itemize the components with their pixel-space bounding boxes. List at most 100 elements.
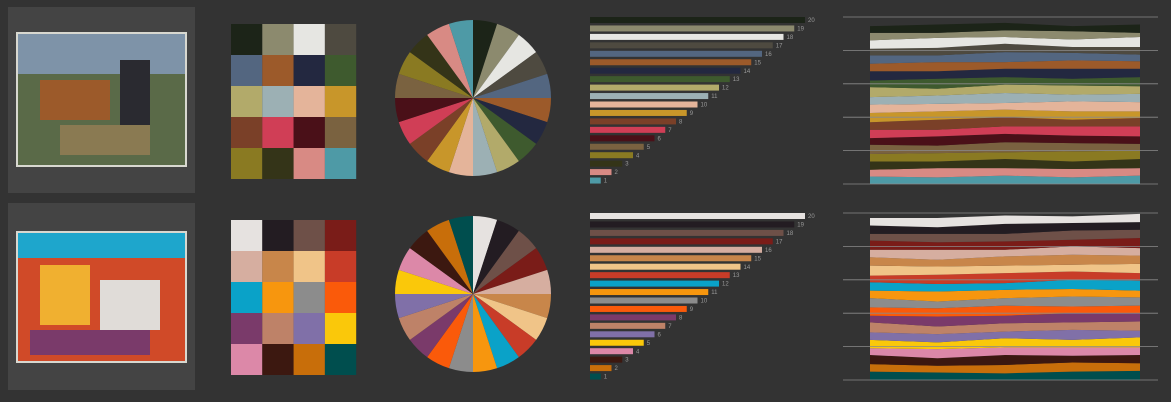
stream-layer xyxy=(870,77,1140,89)
bar xyxy=(590,101,698,108)
stream-layer xyxy=(870,126,1140,139)
swatch xyxy=(293,251,325,282)
pie-slice xyxy=(398,248,473,294)
bar xyxy=(590,59,752,66)
bar-label: 9 xyxy=(690,307,694,313)
bar xyxy=(590,213,805,219)
stream-layer xyxy=(870,229,1140,243)
bar xyxy=(590,229,784,236)
pie-slice xyxy=(473,248,548,294)
bar-label: 4 xyxy=(636,153,640,159)
bar xyxy=(590,373,601,380)
stream-layer xyxy=(870,150,1140,162)
bar-label: 4 xyxy=(636,349,640,355)
stream-layer xyxy=(870,347,1140,359)
swatch xyxy=(293,24,325,55)
artwork-2 xyxy=(8,203,195,390)
bar xyxy=(590,177,601,184)
pie-slice xyxy=(427,219,473,294)
stream-layer xyxy=(870,109,1140,123)
bar xyxy=(590,365,612,372)
pie-slice xyxy=(473,34,537,98)
stream-layer xyxy=(870,362,1140,374)
swatch xyxy=(324,148,357,179)
bar xyxy=(590,305,687,312)
stream-layer xyxy=(870,329,1140,343)
swatch xyxy=(231,117,263,148)
bar xyxy=(590,322,666,329)
bar xyxy=(590,331,655,338)
stream-layer xyxy=(870,321,1140,335)
pie-slice xyxy=(473,98,519,173)
pie-slice xyxy=(409,294,473,358)
bar xyxy=(590,135,655,142)
bar xyxy=(590,50,762,57)
bar xyxy=(590,126,666,133)
stream-layer xyxy=(870,52,1140,64)
bar xyxy=(590,160,623,167)
pie-slice xyxy=(473,52,548,98)
artwork-ground xyxy=(60,125,150,155)
pie-slice xyxy=(395,98,473,123)
pie-slice xyxy=(473,294,548,340)
swatch xyxy=(293,282,325,313)
stream-layer xyxy=(870,279,1140,292)
pie-slice xyxy=(398,98,473,144)
bar xyxy=(590,17,805,23)
swatch xyxy=(262,344,294,375)
swatch xyxy=(262,24,294,55)
bar-label: 6 xyxy=(658,332,662,338)
bar-label: 3 xyxy=(625,162,629,168)
swatch xyxy=(262,86,294,117)
stream-layer xyxy=(870,175,1140,184)
stream-layer xyxy=(870,133,1140,146)
bar-label: 13 xyxy=(733,77,740,83)
swatch xyxy=(293,86,325,117)
swatch xyxy=(324,251,357,282)
bar-label: 20 xyxy=(808,214,815,220)
swatch xyxy=(324,86,357,117)
stream-layer xyxy=(870,213,1140,228)
bar xyxy=(590,348,633,355)
bar xyxy=(590,67,741,74)
artwork-sky xyxy=(18,34,185,74)
bar-label: 6 xyxy=(658,136,662,142)
pie-slice xyxy=(398,294,473,340)
bar-label: 20 xyxy=(808,18,815,24)
bar-label: 16 xyxy=(765,52,772,58)
bar xyxy=(590,221,795,228)
bar xyxy=(590,289,709,296)
pie-slice xyxy=(473,98,498,176)
pie-slice xyxy=(448,20,473,98)
pie-slice xyxy=(409,230,473,294)
pie-slice xyxy=(395,269,473,294)
bar-label: 1 xyxy=(604,375,608,381)
stream-layer xyxy=(870,168,1140,178)
bar-label: 15 xyxy=(754,256,761,262)
artwork-shape xyxy=(30,330,150,355)
pie-slice xyxy=(448,98,473,176)
bar xyxy=(590,84,719,91)
swatch xyxy=(324,117,357,148)
stream-layer xyxy=(870,254,1140,267)
stream-layer xyxy=(870,370,1140,380)
swatch xyxy=(262,251,294,282)
swatch xyxy=(324,220,357,251)
bar-label: 11 xyxy=(711,94,718,100)
bar-label: 9 xyxy=(690,111,694,117)
pie-slice xyxy=(473,98,548,144)
bar xyxy=(590,33,784,40)
pie-slice xyxy=(473,294,519,369)
swatch xyxy=(293,117,325,148)
bar-label: 19 xyxy=(797,27,804,33)
bar-label: 3 xyxy=(625,358,629,364)
bar-label: 2 xyxy=(615,170,619,176)
swatch xyxy=(262,220,294,251)
bar-label: 16 xyxy=(765,248,772,254)
bar-label: 7 xyxy=(668,128,672,134)
bar xyxy=(590,109,687,116)
bar xyxy=(590,297,698,304)
stream-layer xyxy=(870,142,1140,154)
bar xyxy=(590,263,741,270)
